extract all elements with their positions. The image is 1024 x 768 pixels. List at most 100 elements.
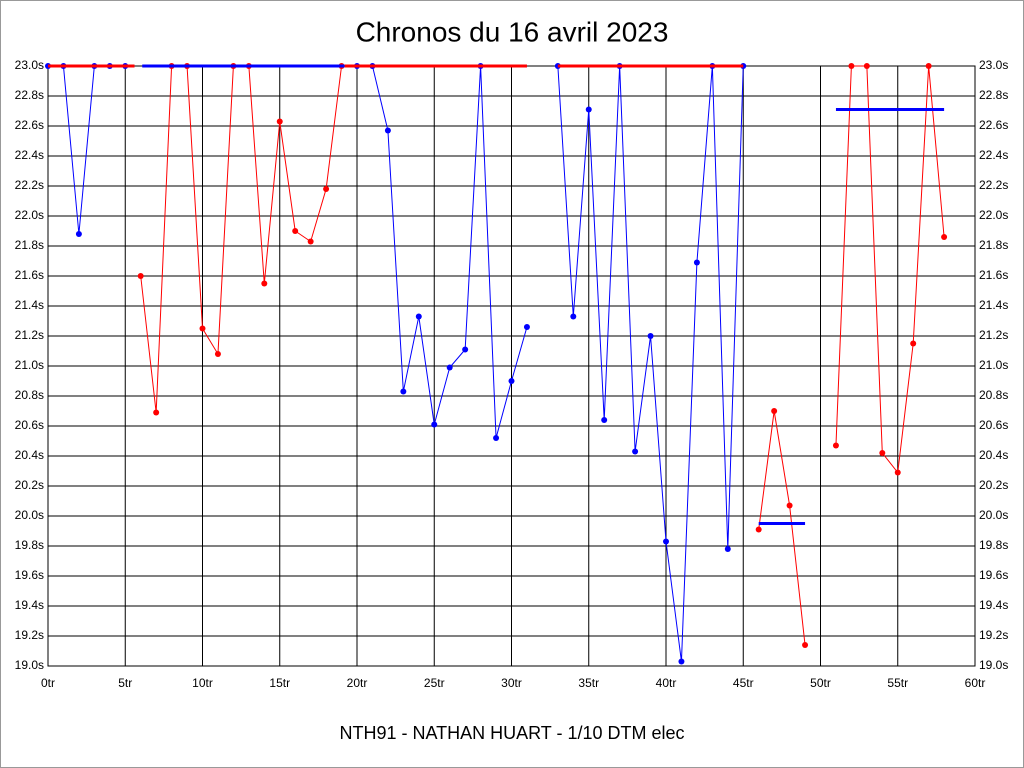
lap-point — [493, 435, 500, 441]
lap-point — [863, 63, 870, 69]
x-tick-label: 20tr — [347, 676, 368, 690]
y2-tick-label: 19.4s — [979, 598, 1008, 612]
x-tick-label: 10tr — [192, 676, 213, 690]
lap-point — [848, 63, 855, 69]
lap-point — [941, 234, 948, 240]
y2-tick-label: 19.6s — [979, 568, 1008, 582]
lap-point — [786, 502, 793, 509]
y2-tick-label: 19.0s — [979, 658, 1008, 672]
lap-point — [292, 228, 299, 234]
y-tick-label: 20.4s — [15, 448, 44, 462]
y-tick-label: 20.2s — [15, 478, 44, 492]
y-tick-label: 21.8s — [15, 238, 44, 252]
lap-point — [925, 63, 932, 69]
y-tick-label: 20.6s — [15, 418, 44, 432]
lap-point — [632, 448, 639, 455]
y2-tick-label: 19.2s — [979, 628, 1008, 642]
x-tick-label: 5tr — [118, 676, 132, 690]
lap-point — [261, 280, 268, 287]
lap-point — [214, 351, 221, 357]
lap-point — [693, 259, 700, 266]
lap-point — [323, 186, 330, 192]
lap-point — [307, 238, 314, 245]
y2-tick-label: 22.2s — [979, 178, 1008, 192]
lap-point — [276, 118, 283, 125]
y-tick-label: 21.4s — [15, 298, 44, 312]
lap-point — [663, 538, 669, 545]
lap-point — [724, 546, 731, 552]
lap-point — [647, 333, 654, 339]
lap-point — [415, 313, 422, 320]
y-tick-label: 22.6s — [15, 118, 44, 132]
y-tick-label: 20.8s — [15, 388, 44, 402]
lap-point — [755, 526, 762, 533]
lap-point — [894, 469, 901, 476]
y-tick-label: 22.0s — [15, 208, 44, 222]
lap-point — [508, 378, 515, 384]
x-tick-label: 30tr — [501, 676, 522, 690]
lap-point — [153, 409, 160, 416]
lap-line — [357, 65, 528, 439]
y2-tick-label: 22.0s — [979, 208, 1008, 222]
lap-point — [832, 442, 839, 449]
y-tick-label: 19.8s — [15, 538, 44, 552]
lap-point — [384, 127, 391, 134]
lap-point — [678, 658, 685, 665]
y-tick-label: 19.6s — [15, 568, 44, 582]
y-tick-label: 21.2s — [15, 328, 44, 342]
lap-point — [585, 106, 592, 113]
x-tick-label: 15tr — [269, 676, 290, 690]
lap-point — [601, 417, 608, 423]
lap-point — [75, 231, 82, 237]
lap-line — [758, 410, 806, 646]
lap-point — [879, 450, 886, 456]
y2-tick-label: 20.0s — [979, 508, 1008, 522]
y2-tick-label: 23.0s — [979, 58, 1008, 72]
chart-title: Chronos du 16 avril 2023 — [356, 16, 669, 47]
lap-point — [462, 346, 469, 353]
y2-tick-label: 22.6s — [979, 118, 1008, 132]
x-tick-label: 50tr — [810, 676, 831, 690]
y2-tick-label: 20.4s — [979, 448, 1008, 462]
x-tick-label: 45tr — [733, 676, 754, 690]
y2-tick-label: 21.4s — [979, 298, 1008, 312]
lap-point — [771, 408, 778, 414]
lap-point — [431, 421, 438, 428]
y2-tick-label: 21.2s — [979, 328, 1008, 342]
x-tick-label: 40tr — [656, 676, 677, 690]
x-tick-label: 60tr — [965, 676, 986, 690]
lap-point — [910, 340, 917, 347]
y2-tick-label: 19.8s — [979, 538, 1008, 552]
y2-tick-label: 20.8s — [979, 388, 1008, 402]
y2-tick-label: 20.6s — [979, 418, 1008, 432]
lap-point — [523, 324, 530, 330]
lap-point — [199, 325, 206, 332]
y-tick-label: 19.0s — [15, 658, 44, 672]
y2-tick-label: 21.8s — [979, 238, 1008, 252]
lap-point — [400, 388, 407, 395]
y-tick-label: 23.0s — [15, 58, 44, 72]
x-tick-label: 25tr — [424, 676, 445, 690]
y2-tick-label: 21.0s — [979, 358, 1008, 372]
lap-point — [570, 313, 577, 320]
y2-tick-label: 21.6s — [979, 268, 1008, 282]
y-tick-label: 21.0s — [15, 358, 44, 372]
y-tick-label: 22.8s — [15, 88, 44, 102]
chart-subtitle: NTH91 - NATHAN HUART - 1/10 DTM elec — [339, 723, 684, 743]
y-tick-label: 19.4s — [15, 598, 44, 612]
x-tick-label: 0tr — [41, 676, 55, 690]
y-tick-label: 21.6s — [15, 268, 44, 282]
y2-tick-label: 20.2s — [979, 478, 1008, 492]
x-tick-label: 55tr — [887, 676, 908, 690]
y-tick-label: 22.4s — [15, 148, 44, 162]
y-tick-label: 22.2s — [15, 178, 44, 192]
y-tick-label: 19.2s — [15, 628, 44, 642]
y-tick-label: 20.0s — [15, 508, 44, 522]
lap-point — [446, 364, 453, 371]
lap-point — [802, 642, 809, 648]
lap-point — [137, 273, 144, 279]
y2-tick-label: 22.4s — [979, 148, 1008, 162]
x-tick-label: 35tr — [578, 676, 599, 690]
